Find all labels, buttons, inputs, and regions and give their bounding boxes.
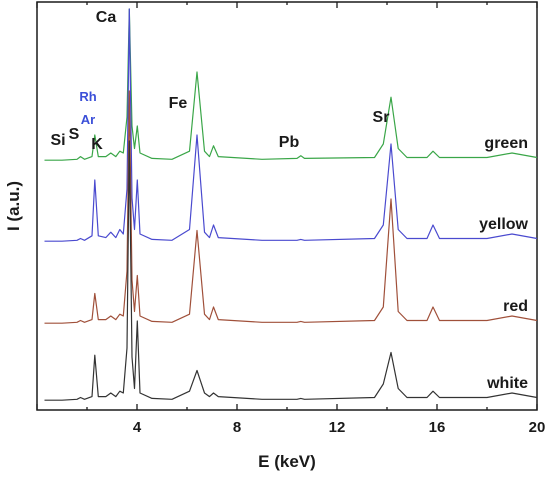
x-tick-label: 8	[233, 419, 241, 436]
element-label-pb: Pb	[279, 134, 300, 151]
element-label-rh: Rh	[79, 89, 96, 104]
element-label-fe: Fe	[169, 95, 188, 112]
element-label-k: K	[91, 136, 103, 153]
series-label-yellow: yellow	[479, 216, 528, 233]
spectrum-line-red	[44, 90, 538, 324]
axis-ticks	[36, 2, 538, 410]
series-label-green: green	[484, 135, 528, 152]
x-tick-label: 16	[429, 419, 446, 436]
x-tick-labels: 4 8 12 16 20	[133, 419, 546, 436]
element-label-si: Si	[50, 132, 65, 149]
series-label-white: white	[486, 375, 528, 392]
element-labels: Si SK Ca Rh Ar Fe Pb Sr	[50, 9, 389, 153]
series-label-red: red	[503, 298, 528, 315]
x-tick-label: 12	[329, 419, 346, 436]
plot-frame	[36, 1, 538, 411]
element-label-ca: Ca	[96, 9, 117, 26]
spectrum-line-green	[44, 8, 538, 161]
element-label-sr: Sr	[373, 109, 390, 126]
x-tick-label: 20	[529, 419, 546, 436]
x-tick-label: 4	[133, 419, 142, 436]
x-axis-title: E (keV)	[258, 452, 316, 471]
element-label-ar: Ar	[81, 112, 95, 127]
series-labels: green yellow red white	[479, 135, 528, 392]
element-label-s: S	[69, 126, 80, 143]
spectrum-line-yellow	[44, 8, 538, 242]
spectrum-curves	[44, 8, 538, 401]
spectrum-line-white	[44, 140, 538, 401]
y-axis-title: I (a.u.)	[4, 181, 23, 231]
